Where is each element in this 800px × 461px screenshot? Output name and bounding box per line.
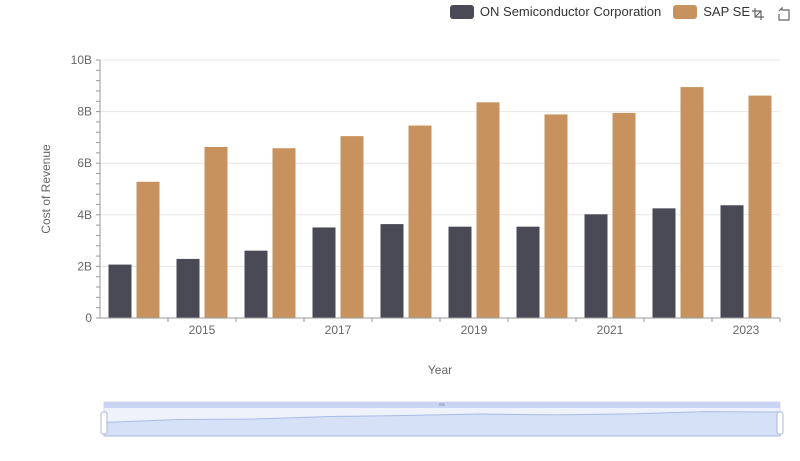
x-tick-label: 2015	[189, 323, 216, 337]
legend-label-on-semiconductor: ON Semiconductor Corporation	[479, 4, 662, 19]
datazoom-handle-left[interactable]	[100, 411, 108, 435]
axes: 0 2B 4B 6B 8B 10B 2015 2017 2019 2021 2023	[71, 53, 781, 337]
bar-sap-2020[interactable]	[544, 114, 568, 318]
y-tick-label: 8B	[77, 105, 92, 119]
bar-on-semiconductor-2016[interactable]	[244, 250, 268, 318]
bar-sap-2017[interactable]	[340, 136, 364, 318]
bar-on-semiconductor-2020[interactable]	[516, 226, 540, 318]
bar-on-semiconductor-2023[interactable]	[720, 205, 744, 318]
y-tick-label: 0	[85, 311, 92, 325]
datazoom-slider[interactable]	[100, 401, 784, 437]
bar-sap-2014[interactable]	[136, 181, 160, 318]
bar-sap-2016[interactable]	[272, 148, 296, 318]
bar-on-semiconductor-2014[interactable]	[108, 264, 132, 318]
bar-on-semiconductor-2021[interactable]	[584, 214, 608, 318]
bar-on-semiconductor-2022[interactable]	[652, 208, 676, 318]
x-tick-label: 2017	[325, 323, 352, 337]
x-tick-label: 2019	[461, 323, 488, 337]
restore-icon[interactable]	[776, 6, 792, 22]
legend-item-on-semiconductor[interactable]: ON Semiconductor Corporation	[449, 4, 662, 19]
bar-on-semiconductor-2019[interactable]	[448, 226, 472, 318]
bar-sap-2023[interactable]	[748, 95, 772, 318]
legend-label-sap: SAP SE	[703, 4, 750, 19]
legend-item-sap[interactable]: SAP SE	[673, 4, 750, 19]
bars	[108, 87, 772, 318]
y-tick-label: 4B	[77, 208, 92, 222]
legend-swatch-on-semiconductor	[449, 4, 474, 19]
legend-swatch-sap	[673, 4, 698, 19]
legend: ON Semiconductor Corporation SAP SE	[449, 4, 750, 19]
y-tick-label: 2B	[77, 259, 92, 273]
datazoom-grip[interactable]	[439, 403, 445, 406]
x-tick-label: 2021	[597, 323, 624, 337]
y-tick-label: 10B	[71, 53, 92, 67]
y-tick-label: 6B	[77, 156, 92, 170]
bar-on-semiconductor-2018[interactable]	[380, 224, 404, 318]
bar-on-semiconductor-2017[interactable]	[312, 227, 336, 318]
bar-sap-2022[interactable]	[680, 87, 704, 318]
datazoom-handle-right[interactable]	[776, 411, 784, 435]
bar-sap-2018[interactable]	[408, 125, 432, 318]
zoom-icon[interactable]	[750, 6, 766, 22]
x-tick-label: 2023	[733, 323, 760, 337]
bar-sap-2015[interactable]	[204, 146, 228, 318]
bar-sap-2021[interactable]	[612, 112, 636, 318]
grid	[100, 59, 780, 267]
x-axis-title: Year	[428, 363, 452, 377]
y-axis-title: Cost of Revenue	[39, 144, 53, 234]
toolbox	[750, 6, 792, 22]
bar-on-semiconductor-2015[interactable]	[176, 258, 200, 318]
bar-sap-2019[interactable]	[476, 102, 500, 318]
